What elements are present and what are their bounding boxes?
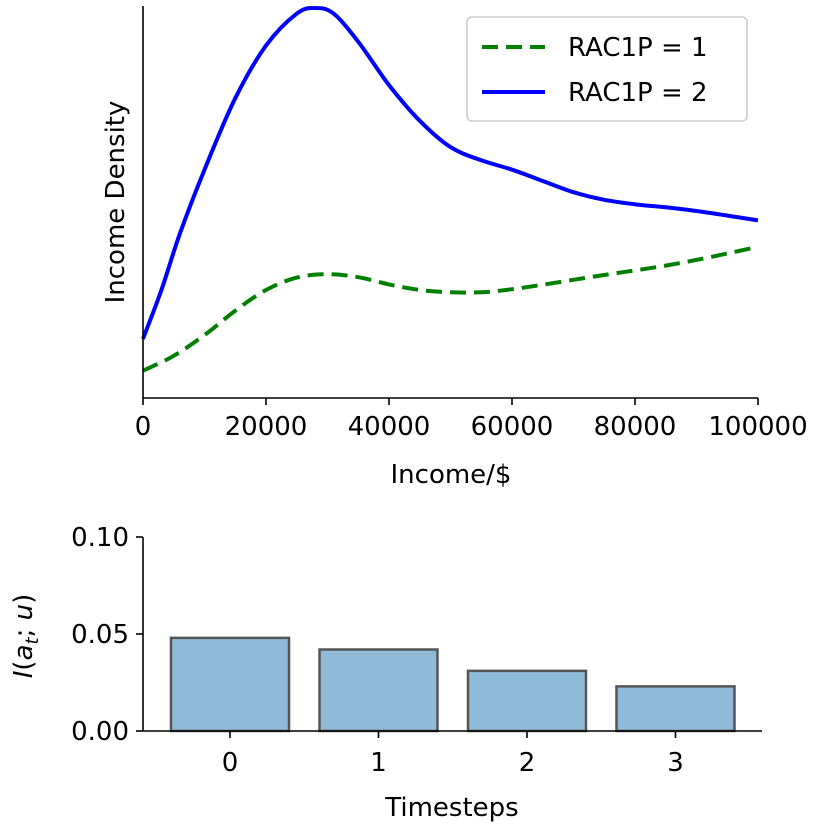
bar-x-tick-label: 0	[222, 748, 239, 778]
bar-y-tick-label: 0.05	[71, 620, 129, 650]
bar-x-tick-group: 0 1 2 3	[222, 731, 684, 778]
bar-plot: 0.00 0.05 0.10 0 1 2 3 Timesteps I(at; u)	[9, 523, 762, 823]
legend-label-rac1p-1: RAC1P = 1	[568, 33, 708, 63]
bar-2	[466, 669, 588, 733]
bar-x-tick-label: 2	[519, 748, 536, 778]
bar-3	[615, 685, 736, 733]
bar-x-tick-label: 1	[370, 748, 387, 778]
x-tick-group: 0 20000 40000 60000 80000 100000	[135, 398, 808, 442]
y-axis-label: Income Density	[101, 101, 131, 304]
bar-y-axis-label: I(at; u)	[9, 594, 43, 679]
legend: RAC1P = 1 RAC1P = 2	[466, 16, 748, 122]
legend-frame	[466, 16, 748, 122]
series-line-rac1p-2	[141, 5, 759, 340]
bar-y-tick-group: 0.00 0.05 0.10	[71, 523, 143, 747]
x-tick-label: 60000	[471, 412, 554, 442]
x-tick-label: 40000	[348, 412, 431, 442]
bar-group	[169, 636, 736, 733]
bar-y-tick-label: 0.10	[71, 523, 129, 553]
x-tick-label: 80000	[594, 412, 677, 442]
x-tick-label: 0	[135, 412, 152, 442]
x-axis-label: Income/$	[391, 460, 512, 490]
bar-0	[169, 636, 291, 733]
bar-y-tick-label: 0.00	[71, 717, 129, 747]
legend-label-rac1p-2: RAC1P = 2	[568, 78, 708, 108]
bar-x-axis-label: Timesteps	[384, 793, 518, 823]
x-tick-label: 20000	[225, 412, 308, 442]
x-tick-label: 100000	[708, 412, 807, 442]
series-line-rac1p-1	[142, 244, 759, 373]
density-plot: 0 20000 40000 60000 80000 100000 Income/$ Inc…	[101, 5, 808, 490]
bar-x-tick-label: 3	[667, 748, 684, 778]
bar-1	[318, 648, 439, 733]
